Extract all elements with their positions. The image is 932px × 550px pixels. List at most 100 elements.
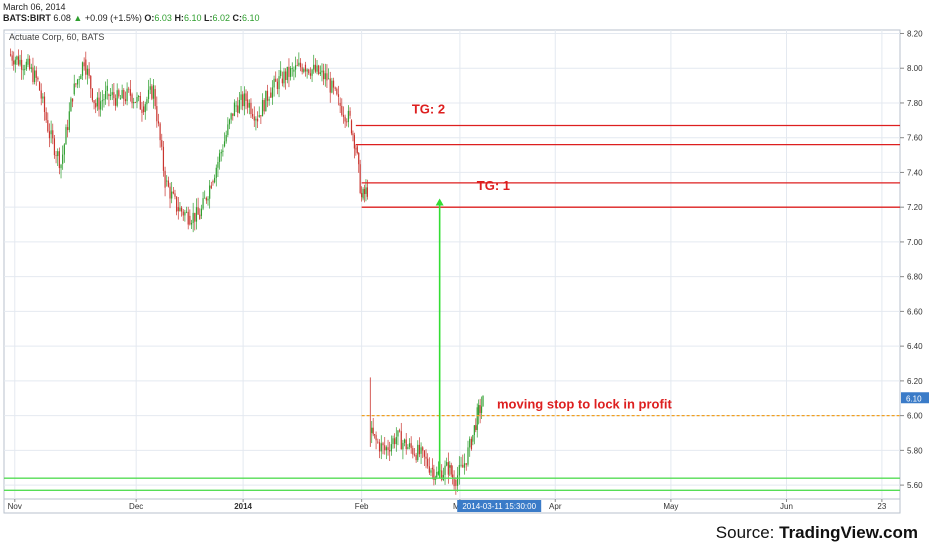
y-tick-label: 6.00 [907, 412, 923, 421]
candle-body [11, 55, 13, 61]
candle-body [95, 103, 97, 108]
candle-body [100, 101, 102, 110]
candle-body [194, 212, 196, 222]
candle-body [111, 92, 113, 95]
candle-body [261, 100, 264, 117]
candle-body [430, 470, 432, 473]
candle-body [166, 180, 168, 182]
arrow-head-icon [435, 198, 444, 206]
candle-body [250, 102, 252, 115]
candle-body [106, 85, 108, 92]
candle-body [17, 56, 20, 65]
candle-body [222, 150, 224, 152]
candle-body [399, 430, 401, 432]
candle-body [433, 469, 435, 480]
candle-body [258, 115, 260, 117]
candle-body [152, 85, 155, 99]
candle-body [24, 69, 26, 70]
close-label: C: [232, 13, 243, 23]
candle-body [296, 65, 298, 67]
chart-date: March 06, 2014 [3, 2, 66, 12]
candle-body [353, 135, 355, 149]
candle-body [418, 444, 421, 455]
candle-body [199, 214, 201, 220]
candle-body [58, 151, 60, 169]
candle-body [321, 70, 323, 73]
candle-body [176, 196, 178, 212]
candle-body [147, 89, 150, 100]
candle-body [374, 434, 376, 436]
candles [9, 48, 484, 495]
y-tick-label: 6.40 [907, 342, 923, 351]
candle-body [40, 90, 42, 99]
candle-body [253, 116, 255, 121]
candle-body [473, 425, 475, 435]
candle-body [460, 464, 462, 466]
candle-body [359, 164, 361, 193]
candle-body [372, 427, 374, 435]
candle-body [114, 98, 117, 106]
candle-body [306, 69, 308, 72]
candle-body [428, 466, 430, 473]
candle-body [238, 99, 240, 113]
candle-body [412, 448, 414, 455]
candle-body [390, 444, 392, 452]
y-tick-label: 5.60 [907, 481, 923, 490]
candle-body [159, 123, 161, 141]
y-tick-label: 6.20 [907, 377, 923, 386]
candle-body [299, 62, 302, 68]
candle-body [304, 64, 307, 72]
source-label: Source: [715, 523, 775, 542]
candle-body [205, 197, 207, 201]
candle-body [182, 211, 184, 216]
candle-body [180, 207, 183, 212]
candle-body [80, 75, 82, 80]
candle-body [278, 76, 280, 90]
candle-body [410, 443, 412, 449]
candle-body [30, 67, 32, 69]
last-price: 6.08 [53, 13, 71, 23]
candle-body [60, 164, 62, 169]
last-price-tag-label: 6.10 [906, 394, 922, 403]
candle-body [83, 62, 85, 67]
close-value: 6.10 [242, 13, 260, 23]
candle-body [413, 454, 416, 456]
candle-body [346, 121, 348, 123]
candle-body [365, 187, 367, 194]
candle-body [355, 148, 357, 150]
candle-body [260, 115, 262, 117]
candle-body [273, 78, 275, 88]
candle-body [192, 212, 194, 224]
candle-body [220, 151, 222, 154]
candle-body [387, 447, 389, 451]
candle-body [407, 447, 409, 450]
candle-body [123, 90, 125, 100]
candle-body [128, 88, 130, 90]
candle-body [392, 438, 394, 445]
candle-body [479, 405, 481, 413]
candle-body [356, 146, 358, 153]
time-cursor-label: 2014-03-11 15:30:00 [462, 502, 536, 511]
candle-body [350, 120, 353, 134]
candle-body [93, 100, 95, 104]
candle-body [337, 94, 340, 97]
candle-body [184, 212, 186, 216]
candle-body [334, 87, 336, 89]
candle-body [375, 435, 377, 441]
candle-body [436, 471, 438, 478]
chart-title: Actuate Corp, 60, BATS [9, 32, 104, 42]
candle-body [136, 97, 138, 103]
candle-body [124, 99, 127, 102]
candle-body [63, 144, 65, 155]
open-value: 6.03 [154, 13, 172, 23]
y-tick-label: 7.80 [907, 99, 923, 108]
candle-body [134, 102, 136, 103]
source-brand: TradingView.com [779, 523, 918, 542]
candle-body [475, 425, 477, 431]
y-tick-label: 7.60 [907, 134, 923, 143]
candle-body [452, 474, 454, 479]
candle-body [187, 211, 189, 225]
candle-body [27, 58, 29, 65]
candle-body [314, 64, 316, 72]
